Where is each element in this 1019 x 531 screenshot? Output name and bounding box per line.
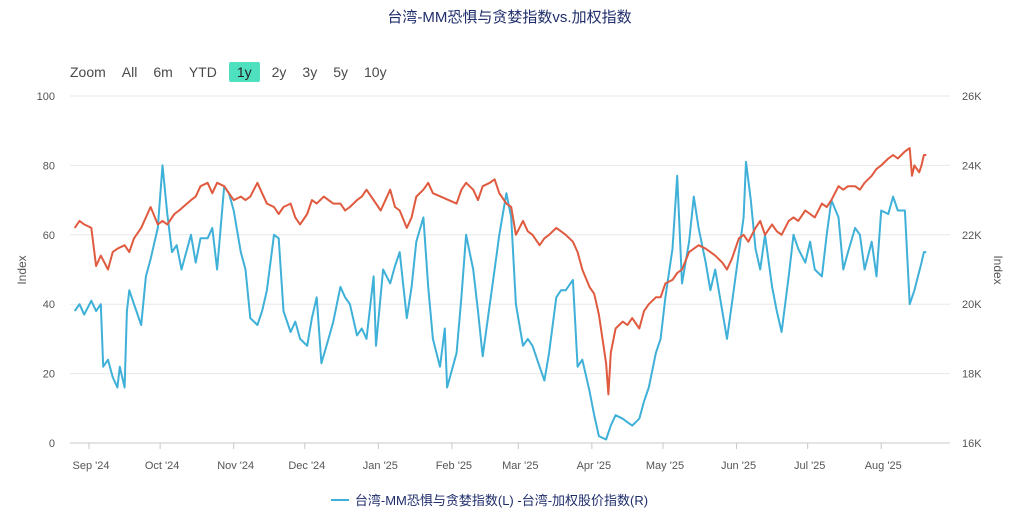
legend-text: 台湾-MM恐惧与贪婪指数(L) -台湾-加权股价指数(R) — [354, 493, 649, 508]
y-right-tick-label: 22K — [962, 230, 982, 242]
series-lines — [73, 147, 927, 441]
y-left-tick-label: 60 — [43, 230, 55, 242]
x-tick-label: Mar '25 — [502, 460, 538, 472]
x-tick-label: Jan '25 — [363, 460, 398, 472]
zoom-button-5y[interactable]: 5y — [333, 64, 348, 80]
y-left-tick-label: 80 — [43, 160, 55, 172]
y-left-tick-label: 20 — [43, 369, 55, 381]
zoom-button-all[interactable]: All — [121, 64, 138, 80]
x-tick-label: Oct '24 — [145, 460, 180, 472]
x-tick-label: Nov '24 — [217, 460, 254, 472]
chart-title: 台湾-MM恐惧与贪婪指数vs.加权指数 — [387, 9, 632, 26]
y-axis-left: 0 20 40 60 80 100 — [37, 91, 55, 450]
y-right-tick-label: 18K — [962, 369, 982, 381]
zoom-button-ytd[interactable]: YTD — [188, 64, 217, 80]
zoom-label: Zoom — [70, 64, 106, 80]
zoom-button-6m[interactable]: 6m — [153, 64, 173, 80]
x-tick-label: Sep '24 — [72, 460, 109, 472]
y-axis-right: 16K 18K 20K 22K 24K 26K — [962, 91, 982, 450]
y-right-tick-label: 16K — [962, 438, 982, 450]
zoom-button-3y[interactable]: 3y — [302, 64, 318, 80]
zoom-button-1y[interactable]: 1y — [228, 62, 260, 82]
legend-swatch — [330, 498, 349, 501]
y-left-tick-label: 100 — [37, 91, 55, 103]
y-right-tick-label: 20K — [962, 299, 982, 311]
y-left-tick-label: 0 — [49, 438, 55, 450]
y-right-tick-label: 26K — [962, 91, 982, 103]
zoom-bar: Zoom All 6m YTD 1y 2y 3y 5y 10y — [70, 62, 399, 82]
x-tick-label: Apr '25 — [577, 460, 612, 472]
series-line-fear-greed — [73, 160, 927, 441]
x-tick-label: Dec '24 — [288, 460, 325, 472]
x-tick-label: May '25 — [646, 460, 684, 472]
legend[interactable]: 台湾-MM恐惧与贪婪指数(L) -台湾-加权股价指数(R) — [0, 490, 1019, 509]
series-line-taiex — [73, 147, 927, 396]
x-axis: Sep '24 Oct '24 Nov '24 Dec '24 Jan '25 Feb '… — [72, 443, 902, 472]
x-tick-label: Jul '25 — [794, 460, 825, 472]
grid-lines — [70, 95, 950, 444]
zoom-button-2y[interactable]: 2y — [271, 64, 287, 80]
x-tick-label: Jun '25 — [721, 460, 756, 472]
line-chart: 0 20 40 60 80 100 16K 18K 20K 22K 24K 26K Sep '24 O… — [15, 91, 1005, 472]
y-right-tick-label: 24K — [962, 160, 982, 172]
zoom-button-10y[interactable]: 10y — [364, 64, 387, 80]
x-tick-label: Feb '25 — [436, 460, 472, 472]
y-left-tick-label: 40 — [43, 299, 55, 311]
y-axis-right-label: Index — [991, 255, 1005, 284]
x-tick-label: Aug '25 — [865, 460, 902, 472]
y-axis-left-label: Index — [15, 255, 29, 284]
